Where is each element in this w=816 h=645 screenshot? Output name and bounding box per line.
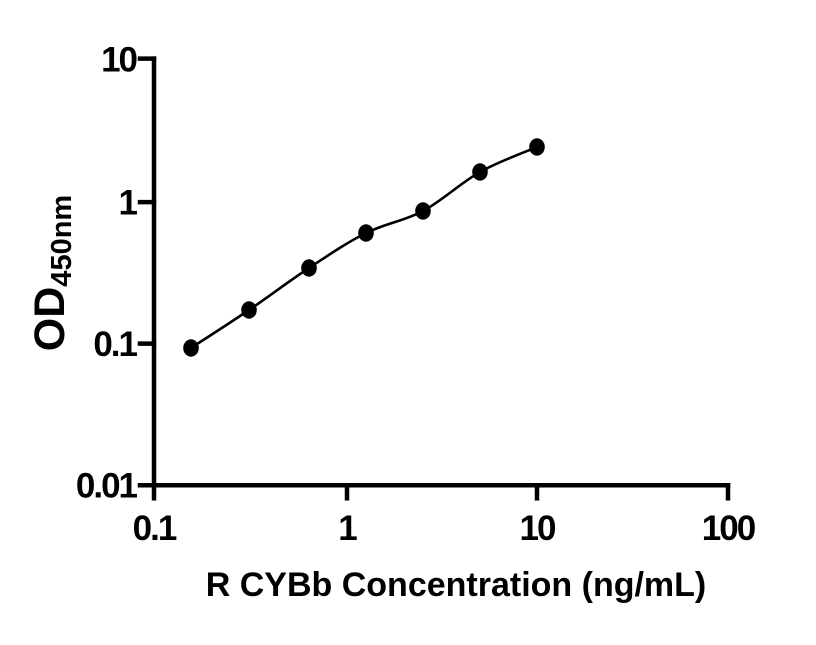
svg-text:R CYBb Concentration (ng/mL): R CYBb Concentration (ng/mL) xyxy=(206,566,707,604)
svg-text:10: 10 xyxy=(101,41,137,80)
svg-text:100: 100 xyxy=(702,509,756,548)
svg-text:0.01: 0.01 xyxy=(76,467,138,506)
svg-text:0.1: 0.1 xyxy=(133,509,177,548)
svg-text:1: 1 xyxy=(119,184,138,223)
svg-text:OD450nm: OD450nm xyxy=(26,195,78,351)
svg-text:0.1: 0.1 xyxy=(93,325,137,364)
svg-text:10: 10 xyxy=(520,509,556,548)
svg-text:1: 1 xyxy=(338,509,357,548)
